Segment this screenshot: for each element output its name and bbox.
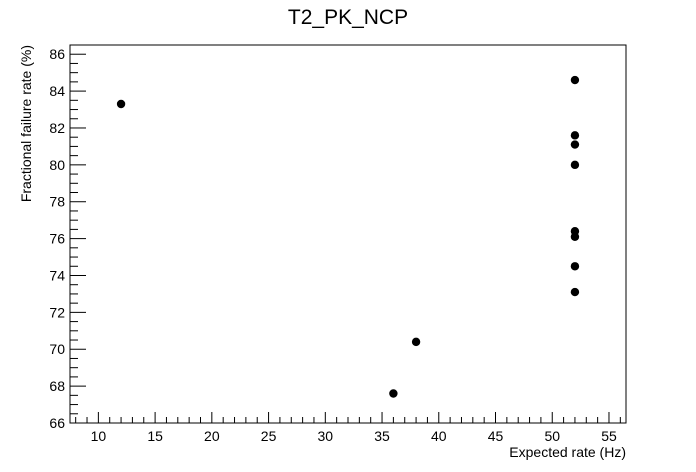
plot-frame <box>69 44 627 424</box>
x-tick-label: 25 <box>261 428 277 444</box>
y-tick-label: 78 <box>49 194 65 210</box>
y-tick-label: 80 <box>49 157 65 173</box>
x-axis-label: Expected rate (Hz) <box>509 444 626 460</box>
y-tick-label: 70 <box>49 341 65 357</box>
x-tick-label: 40 <box>431 428 447 444</box>
x-tick-label: 45 <box>488 428 504 444</box>
x-tick-label: 15 <box>147 428 163 444</box>
x-tick-label: 50 <box>544 428 560 444</box>
y-tick-label: 82 <box>49 120 65 136</box>
data-point <box>570 75 580 85</box>
x-tick-label: 30 <box>318 428 334 444</box>
y-tick-label: 68 <box>49 378 65 394</box>
y-axis-ticks: 66 68 70 72 74 76 78 80 82 84 86 <box>49 44 86 431</box>
x-tick-label: 20 <box>204 428 220 444</box>
data-point <box>116 99 126 109</box>
data-point <box>570 232 580 241</box>
data-points <box>116 75 580 398</box>
x-tick-label: 35 <box>374 428 390 444</box>
y-tick-label: 76 <box>49 231 65 247</box>
data-point <box>570 140 580 149</box>
y-axis-label: Fractional failure rate (%) <box>18 45 34 202</box>
data-point <box>411 337 421 347</box>
y-tick-label: 72 <box>49 304 65 320</box>
data-point <box>570 131 580 140</box>
x-tick-label: 55 <box>601 428 617 444</box>
y-tick-label: 86 <box>49 46 65 62</box>
data-point <box>389 389 398 398</box>
chart-title: T2_PK_NCP <box>288 6 408 29</box>
y-tick-label: 66 <box>49 415 65 431</box>
y-tick-label: 74 <box>49 267 65 283</box>
data-point <box>570 262 580 271</box>
x-axis-ticks: 10 15 20 25 30 35 40 45 50 55 <box>75 412 621 444</box>
y-tick-label: 84 <box>49 83 65 99</box>
x-tick-label: 10 <box>91 428 107 444</box>
data-point <box>570 287 580 297</box>
data-point <box>570 160 580 170</box>
